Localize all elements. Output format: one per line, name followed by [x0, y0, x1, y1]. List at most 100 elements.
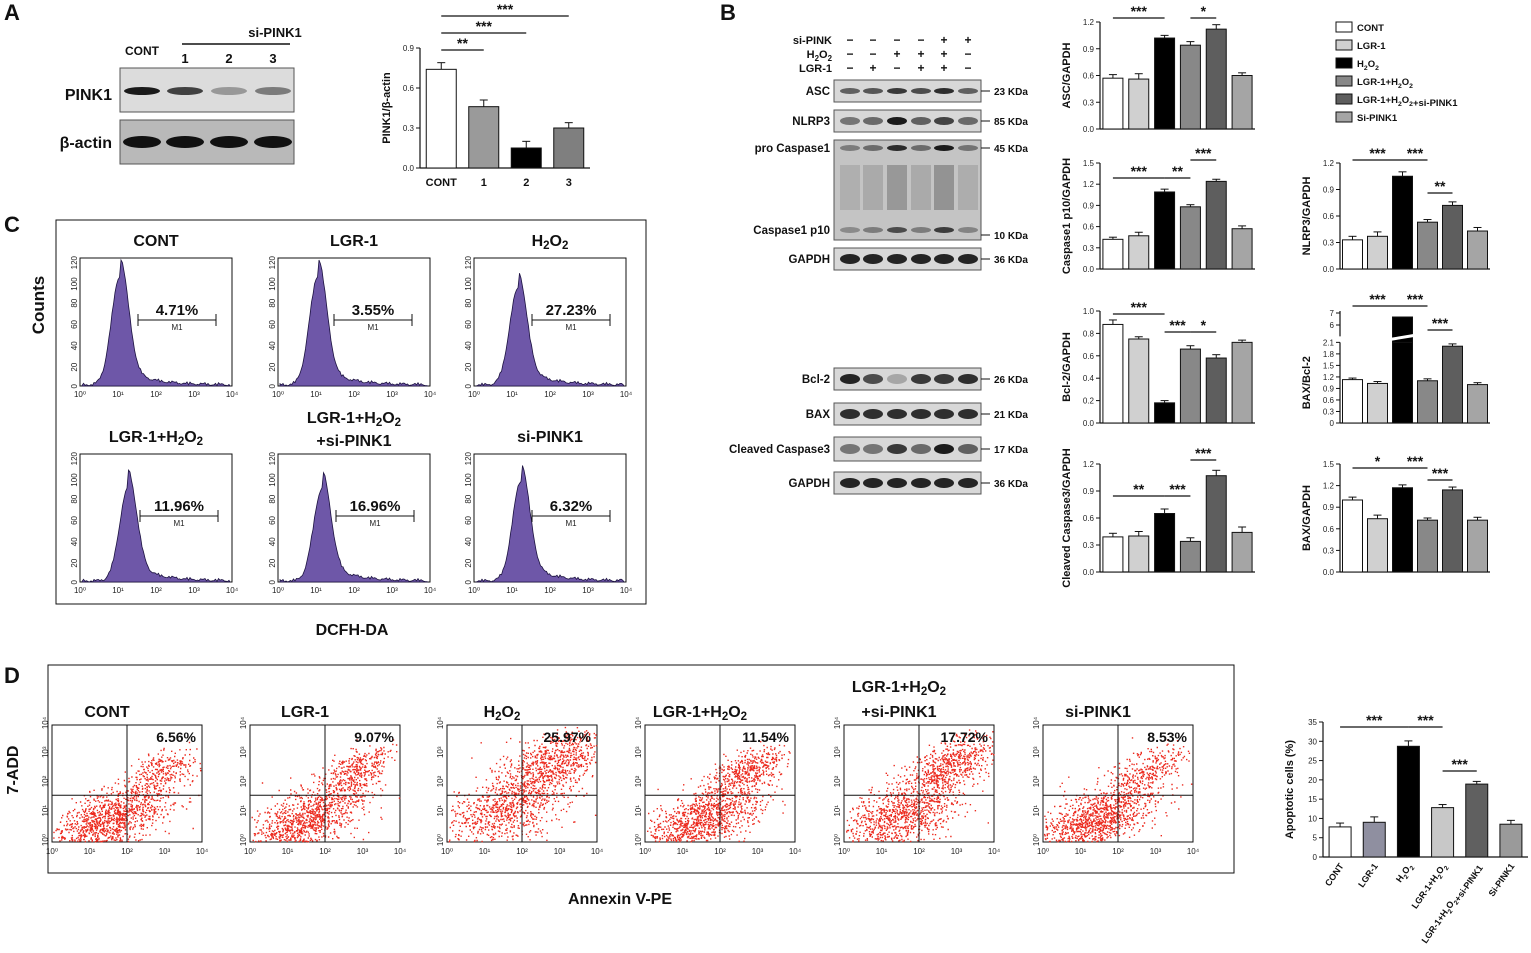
scatter-x-tick: 10³ [1150, 847, 1162, 856]
histogram-percent: 3.55% [352, 302, 395, 319]
y-tick-label: 1.2 [1323, 373, 1335, 382]
blot-band [887, 478, 907, 488]
significance-marker: *** [1407, 145, 1424, 161]
y-axis-label: ASC/GAPDH [1061, 42, 1073, 108]
gate-label: M1 [565, 323, 577, 332]
blot-band [863, 374, 883, 384]
histogram-area [81, 469, 231, 583]
scatter-title: LGR-1 [281, 704, 329, 721]
actin-band [210, 136, 248, 148]
blot-band [863, 254, 883, 264]
panel-c-ylabel: Counts [29, 276, 48, 335]
x-tick-label: CONT [426, 177, 457, 189]
hist-y-tick: 100 [464, 473, 473, 487]
bar [1154, 191, 1176, 270]
blot-band [934, 254, 954, 264]
legend-swatch [1335, 75, 1353, 87]
scatter-title: H2O2 [484, 704, 521, 723]
significance-marker: *** [1369, 291, 1386, 307]
treatment-sign: + [917, 47, 924, 61]
y-axis-label: Cleaved Caspase3/GAPDH [1061, 448, 1073, 587]
treatment-sign: − [964, 47, 971, 61]
bar [1231, 341, 1253, 424]
legend-label: LGR-1+H2O2+si-PINK1 [1357, 95, 1458, 109]
y-tick-label: 0.3 [1323, 239, 1335, 248]
scatter-y-tick: 10³ [436, 746, 445, 758]
y-tick-label: 2.1 [1323, 338, 1335, 347]
scatter-y-tick: 10² [436, 775, 445, 787]
hist-y-tick: 80 [268, 298, 277, 307]
bar [553, 127, 585, 169]
bar [1442, 489, 1463, 573]
y-tick-label: 0.9 [1083, 201, 1095, 210]
bar [1154, 37, 1176, 130]
scatter-y-tick: 10² [833, 775, 842, 787]
hist-y-tick: 120 [268, 255, 277, 269]
hist-x-tick: 10¹ [506, 586, 518, 595]
bar [1467, 519, 1488, 573]
histogram-frame [473, 453, 627, 583]
treatment-sign: − [846, 61, 853, 75]
histogram-title: LGR-1+H2O2 [307, 410, 401, 429]
blot-band [863, 88, 883, 94]
lane-label-3: 3 [269, 51, 276, 66]
bar [1231, 228, 1253, 270]
quadrant-percent: 25.97% [544, 729, 592, 745]
legend-label: LGR-1 [1357, 41, 1386, 52]
histogram-3: 0 20 40 60 80 100 120 10⁰ 10¹ 10² 10³ 10⁴ M1 11.96% LG… [70, 429, 239, 595]
scatter-title: LGR-1+H2O2 [852, 679, 946, 698]
bar [468, 106, 500, 169]
hist-y-tick: 60 [268, 319, 277, 328]
scatter-x-tick: 10² [714, 847, 726, 856]
treatment-label: H2O2 [807, 49, 833, 63]
blot-band [958, 117, 978, 125]
histogram-percent: 6.32% [550, 498, 593, 515]
y-tick-label: 0.0 [1083, 265, 1095, 274]
hist-x-tick: 10⁰ [468, 390, 480, 399]
significance-marker: *** [1432, 465, 1449, 481]
scatter-y-tick: 10⁴ [436, 716, 445, 729]
hist-y-tick: 40 [268, 341, 277, 350]
blot-label: GAPDH [788, 254, 830, 266]
y-tick-label: 0.8 [1083, 329, 1095, 338]
hist-y-tick: 80 [268, 494, 277, 503]
caspase-smear [840, 165, 860, 210]
blot-band [887, 254, 907, 264]
y-tick-label: 1.2 [1083, 18, 1095, 27]
blot-band [887, 117, 907, 125]
y-axis-label: Caspase1 p10/GAPDH [1061, 158, 1073, 274]
hist-x-tick: 10³ [582, 586, 594, 595]
scatter-x-tick: 10⁴ [394, 847, 407, 856]
kda-label: 10 KDa [994, 231, 1028, 242]
gate-label: M1 [565, 519, 577, 528]
bar [1417, 380, 1438, 424]
pink1-band [255, 87, 291, 95]
treatment-sign: + [940, 47, 947, 61]
significance-marker: * [1201, 317, 1207, 333]
scatter-points [1044, 737, 1193, 843]
scatter-points [448, 726, 598, 843]
hist-x-tick: 10⁴ [226, 390, 239, 399]
caspase-smear [911, 165, 931, 210]
bar [1431, 807, 1455, 858]
y-axis-label: Bcl-2/GAPDH [1061, 332, 1073, 402]
histogram-area [279, 259, 429, 387]
scatter-x-tick: 10⁰ [441, 847, 453, 856]
hist-x-tick: 10⁰ [74, 390, 86, 399]
hist-x-tick: 10¹ [506, 390, 518, 399]
hist-y-tick: 100 [268, 277, 277, 291]
y-tick-label: 0.3 [1323, 407, 1335, 416]
gate-label: M1 [171, 323, 183, 332]
kda-label: 26 KDa [994, 375, 1028, 386]
legend-label: Si-PINK1 [1357, 113, 1398, 124]
scatter-title: CONT [84, 704, 130, 721]
blot-label-beta-actin: β-actin [60, 135, 112, 152]
pink1-band [211, 87, 247, 95]
y-tick-label: 0.9 [1323, 384, 1335, 393]
blot-band [911, 117, 931, 125]
histogram-frame [79, 453, 233, 583]
